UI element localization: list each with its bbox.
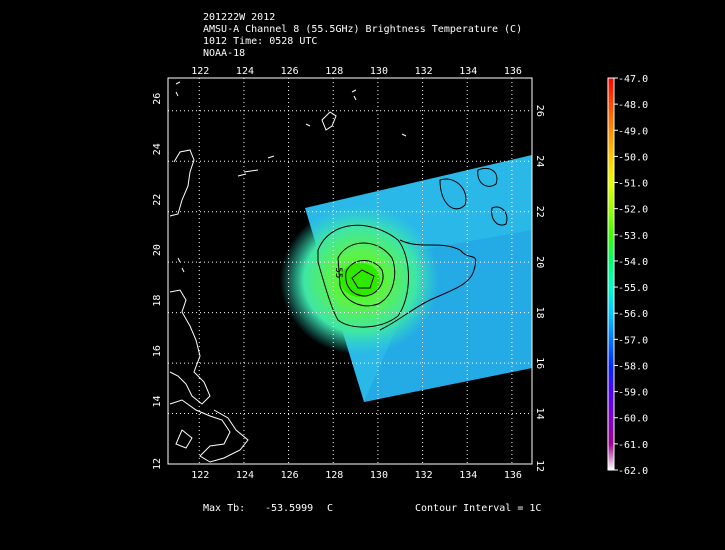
contour-northeast-b	[477, 167, 498, 187]
lat-tick-left-22: 22	[152, 194, 163, 206]
coastlines	[169, 81, 407, 463]
lat-tick-left-14: 14	[152, 395, 163, 407]
title-line-3: 1012 Time: 0528 UTC	[203, 36, 318, 47]
lon-tick-top-134: 134	[459, 66, 477, 77]
lon-tick-top-132: 132	[415, 66, 433, 77]
lat-tick-left-24: 24	[152, 143, 163, 155]
lat-tick-right-26: 26	[534, 105, 545, 117]
coast-visayas	[169, 399, 249, 463]
axis-ticks: 122 122 124 124 126 126 128 128 130 130 132 132 134 1…	[152, 66, 545, 481]
lon-tick-bottom-136: 136	[504, 470, 522, 481]
colorbar-label: -48.0	[618, 100, 648, 111]
max-tb-label: Max Tb:	[203, 503, 246, 514]
coast-okinawa	[321, 111, 337, 131]
lat-tick-right-22: 22	[534, 206, 545, 218]
colorbar-label: -49.0	[618, 126, 648, 137]
lon-tick-bottom-132: 132	[415, 470, 433, 481]
contour-interval: Contour Interval = 1C	[415, 503, 542, 514]
lat-tick-right-24: 24	[534, 155, 545, 167]
colorbar-label: -58.0	[618, 361, 648, 372]
coast-luzon	[169, 289, 211, 405]
lat-tick-right-12: 12	[534, 460, 545, 472]
lon-tick-bottom-134: 134	[459, 470, 477, 481]
coast-taiwan	[169, 149, 195, 217]
lon-tick-bottom-126: 126	[281, 470, 299, 481]
lat-tick-left-26: 26	[152, 93, 163, 105]
gridlines	[168, 78, 532, 464]
lat-tick-right-14: 14	[534, 408, 545, 420]
contour-swath-east	[379, 239, 477, 331]
title-line-2: AMSU-A Channel 8 (55.5GHz) Brightness Te…	[203, 24, 523, 35]
lat-tick-left-12: 12	[152, 458, 163, 470]
colorbar: -47.0 -48.0 -49.0 -50.0 -51.0 -52.0 -53.0 -54.0…	[607, 74, 648, 477]
lon-tick-top-122: 122	[191, 66, 209, 77]
lon-tick-bottom-130: 130	[370, 470, 388, 481]
contour-northeast-a	[439, 178, 467, 210]
lon-tick-top-128: 128	[325, 66, 343, 77]
lon-tick-top-126: 126	[281, 66, 299, 77]
lat-tick-left-18: 18	[152, 295, 163, 307]
lon-tick-top-124: 124	[236, 66, 254, 77]
lat-tick-left-16: 16	[152, 345, 163, 357]
lat-tick-left-20: 20	[152, 244, 163, 256]
contour-outer	[317, 224, 409, 328]
colorbar-label: -61.0	[618, 440, 648, 451]
lat-tick-right-20: 20	[534, 256, 545, 268]
title-line-4: NOAA-18	[203, 48, 246, 59]
lon-tick-bottom-124: 124	[236, 470, 254, 481]
lat-tick-right-16: 16	[534, 357, 545, 369]
colorbar-label: -47.0	[618, 74, 648, 85]
colorbar-label: -56.0	[618, 309, 648, 320]
contour-core	[351, 269, 375, 289]
max-tb-unit: C	[327, 503, 334, 514]
colorbar-label: -54.0	[618, 257, 648, 268]
max-tb-value: -53.5999	[265, 503, 314, 514]
colorbar-label: -53.0	[618, 231, 648, 242]
colorbar-label: -50.0	[618, 152, 648, 163]
colorbar-label: -60.0	[618, 414, 648, 425]
lon-tick-top-136: 136	[504, 66, 522, 77]
colorbar-label: -52.0	[618, 205, 648, 216]
colorbar-ramp	[607, 77, 615, 471]
coast-batan	[177, 257, 185, 273]
coast-islands-north	[175, 81, 181, 97]
contour-northeast-c	[491, 206, 508, 226]
colorbar-label: -55.0	[618, 283, 648, 294]
colorbar-label: -51.0	[618, 179, 648, 190]
coast-mindanao-north	[175, 429, 193, 449]
colorbar-label: -57.0	[618, 335, 648, 346]
contour-label-55: -55	[333, 262, 343, 278]
colorbar-label: -62.0	[618, 466, 648, 477]
contour-inner	[345, 260, 384, 297]
lon-tick-top-130: 130	[370, 66, 388, 77]
contour-middle	[337, 242, 396, 307]
lon-tick-bottom-122: 122	[191, 470, 209, 481]
coast-islands-ryukyu	[237, 89, 407, 177]
map-frame	[167, 77, 533, 465]
title-line-1: 201222W 2012	[203, 12, 276, 23]
swath-cool-band	[364, 230, 532, 402]
lat-tick-right-18: 18	[534, 307, 545, 319]
swath-group: -55	[280, 155, 532, 402]
lon-tick-bottom-128: 128	[325, 470, 343, 481]
colorbar-label: -59.0	[618, 388, 648, 399]
